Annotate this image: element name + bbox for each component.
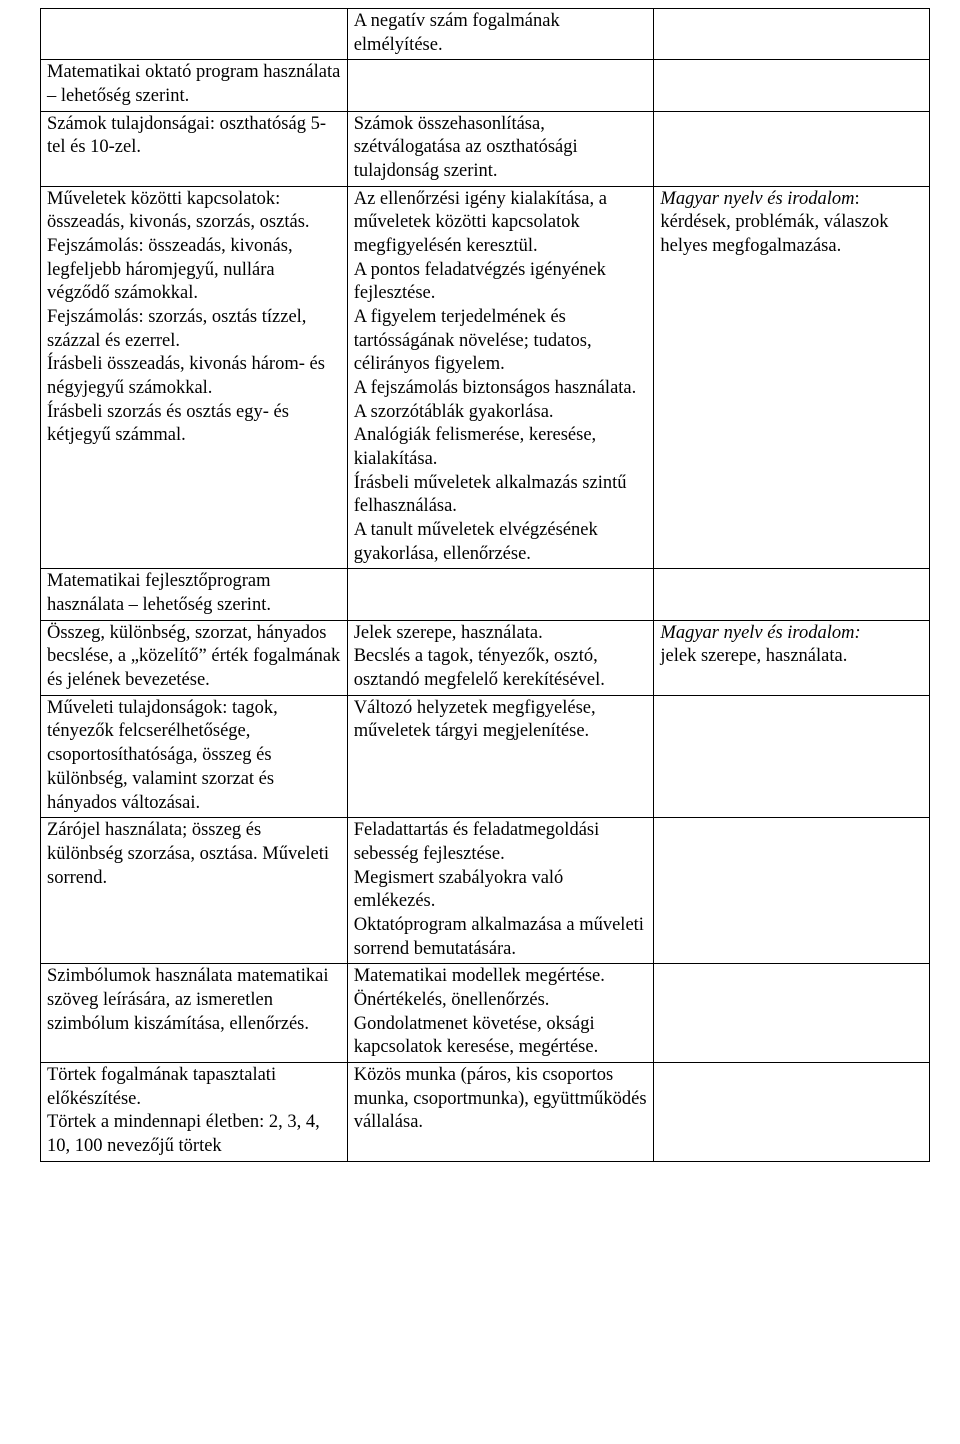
cell-connection: Magyar nyelv és irodalom:kérdések, probl…: [654, 186, 930, 569]
cell-development: Matematikai modellek megértése.Önértékel…: [347, 964, 654, 1063]
cell-connection: [654, 60, 930, 111]
cell-connection: [654, 964, 930, 1063]
cell-development: Jelek szerepe, használata.Becslés a tago…: [347, 620, 654, 695]
cell-topic: Összeg, különbség, szorzat, hányados bec…: [41, 620, 348, 695]
cell-connection: [654, 695, 930, 817]
subject-detail: jelek szerepe, használata.: [660, 646, 847, 666]
cell-connection: [654, 818, 930, 964]
cell-development: [347, 60, 654, 111]
subject-label: Magyar nyelv és irodalom:: [660, 623, 860, 643]
cell-topic: Matematikai oktató program használata – …: [41, 60, 348, 111]
cell-topic: [41, 9, 348, 60]
cell-topic: Matematikai fejlesztőprogram használata …: [41, 569, 348, 620]
cell-topic: Számok tulajdonságai: oszthatóság 5-tel …: [41, 111, 348, 186]
cell-connection: [654, 111, 930, 186]
curriculum-table: A negatív szám fogalmának elmélyítése. M…: [40, 8, 930, 1162]
cell-development: Számok összehasonlítása, szétválogatása …: [347, 111, 654, 186]
table-row: A negatív szám fogalmának elmélyítése.: [41, 9, 930, 60]
cell-connection: [654, 569, 930, 620]
table-row: Matematikai fejlesztőprogram használata …: [41, 569, 930, 620]
subject-label: Magyar nyelv és irodalom: [660, 189, 854, 209]
cell-topic: Zárójel használata; összeg és különbség …: [41, 818, 348, 964]
table-row: Műveletek közötti kapcsolatok: összeadás…: [41, 186, 930, 569]
cell-development: Feladattartás és feladatmegoldási sebess…: [347, 818, 654, 964]
cell-development: Az ellenőrzési igény kialakítása, a műve…: [347, 186, 654, 569]
table-row: Műveleti tulajdonságok: tagok, tényezők …: [41, 695, 930, 817]
cell-connection: Magyar nyelv és irodalom: jelek szerepe, …: [654, 620, 930, 695]
cell-topic: Műveleti tulajdonságok: tagok, tényezők …: [41, 695, 348, 817]
cell-development: A negatív szám fogalmának elmélyítése.: [347, 9, 654, 60]
table-row: Számok tulajdonságai: oszthatóság 5-tel …: [41, 111, 930, 186]
cell-connection: [654, 1062, 930, 1161]
table-row: Törtek fogalmának tapasztalati előkészít…: [41, 1062, 930, 1161]
cell-topic: Törtek fogalmának tapasztalati előkészít…: [41, 1062, 348, 1161]
table-row: Összeg, különbség, szorzat, hányados bec…: [41, 620, 930, 695]
cell-topic: Szimbólumok használata matematikai szöve…: [41, 964, 348, 1063]
cell-development: Változó helyzetek megfigyelése, művelete…: [347, 695, 654, 817]
cell-topic: Műveletek közötti kapcsolatok: összeadás…: [41, 186, 348, 569]
cell-development: Közös munka (páros, kis csoportos munka,…: [347, 1062, 654, 1161]
table-row: Zárójel használata; összeg és különbség …: [41, 818, 930, 964]
table-row: Matematikai oktató program használata – …: [41, 60, 930, 111]
table-body: A negatív szám fogalmának elmélyítése. M…: [41, 9, 930, 1162]
cell-connection: [654, 9, 930, 60]
table-row: Szimbólumok használata matematikai szöve…: [41, 964, 930, 1063]
cell-development: [347, 569, 654, 620]
